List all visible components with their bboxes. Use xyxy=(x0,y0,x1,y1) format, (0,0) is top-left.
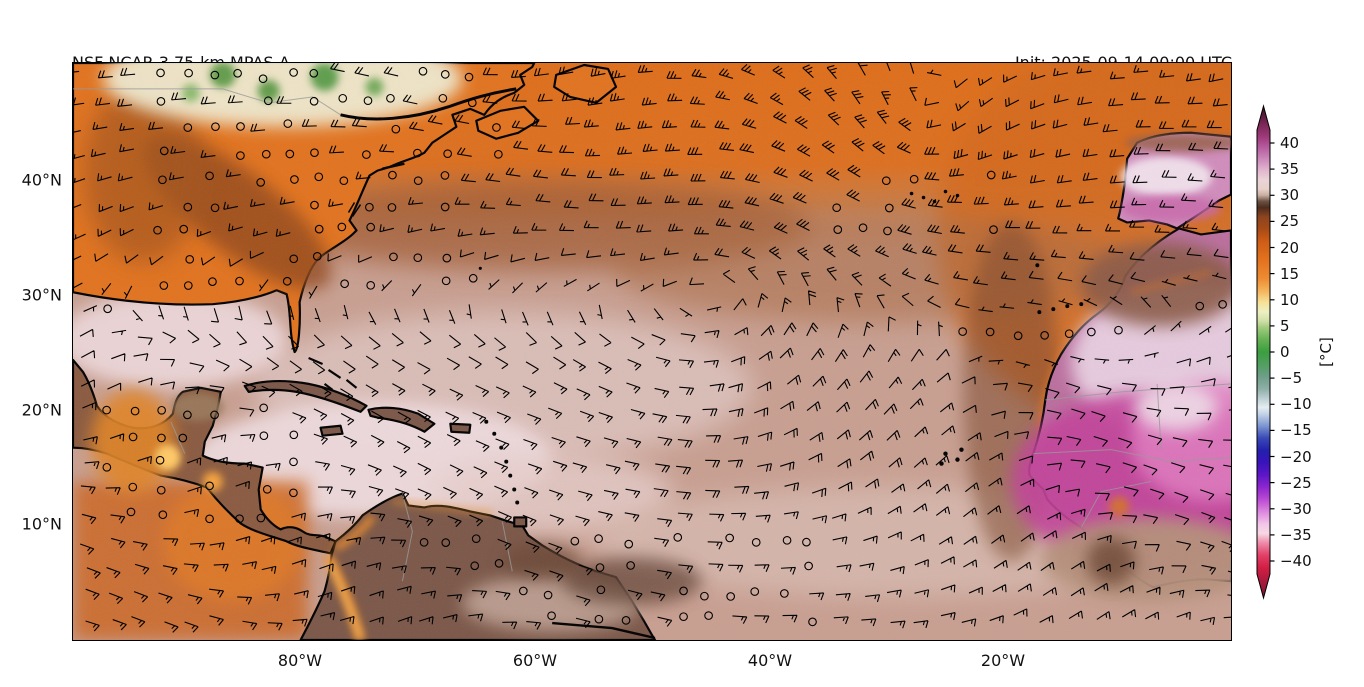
y-tick-label: 10°N xyxy=(21,514,62,534)
colorbar-tick-label: −15 xyxy=(1280,421,1312,440)
colorbar-tick-label: 35 xyxy=(1280,160,1300,179)
colorbar-tick-label: 5 xyxy=(1280,316,1290,335)
wind-barb-layer xyxy=(73,63,1231,633)
x-tick-label: 40°W xyxy=(747,651,793,670)
colorbar-tick-label: 40 xyxy=(1280,134,1300,152)
colorbar-tick-label: −35 xyxy=(1280,525,1312,544)
x-tick-label: 60°W xyxy=(512,651,558,670)
calm-wind-circles xyxy=(102,66,1227,627)
map-svg xyxy=(73,63,1231,640)
colorbar-tick-label: −30 xyxy=(1280,499,1312,518)
y-tick-label: 30°N xyxy=(21,285,62,305)
colorbar-tick-label: 25 xyxy=(1280,212,1300,231)
x-tick-label: 20°W xyxy=(980,651,1026,670)
colorbar-tick-label: 15 xyxy=(1280,264,1300,283)
wind-barbs xyxy=(73,63,1231,633)
colorbar-tick-label: 0 xyxy=(1280,343,1290,361)
y-tick-label: 20°N xyxy=(21,400,62,420)
colorbar-tick-label: −10 xyxy=(1280,395,1312,414)
colorbar-bar xyxy=(1256,104,1271,600)
colorbar-tick-label: −20 xyxy=(1280,447,1312,466)
colorbar-tick-label: −5 xyxy=(1280,369,1303,388)
grain-overlay xyxy=(73,63,1231,640)
colorbar-ticks xyxy=(1270,142,1275,562)
colorbar-unit-label: [°C] xyxy=(1317,337,1335,367)
colorbar-tick-label: −25 xyxy=(1280,473,1312,492)
colorbar-tick-label: −40 xyxy=(1280,552,1312,570)
map-canvas xyxy=(72,62,1232,641)
colorbar-tick-label: 20 xyxy=(1280,238,1300,257)
colorbar-tick-label: 30 xyxy=(1280,186,1300,205)
colorbar xyxy=(1256,104,1275,600)
y-tick-label: 40°N xyxy=(21,170,62,190)
colorbar-tick-label: 10 xyxy=(1280,290,1300,309)
x-tick-label: 80°W xyxy=(277,651,323,670)
